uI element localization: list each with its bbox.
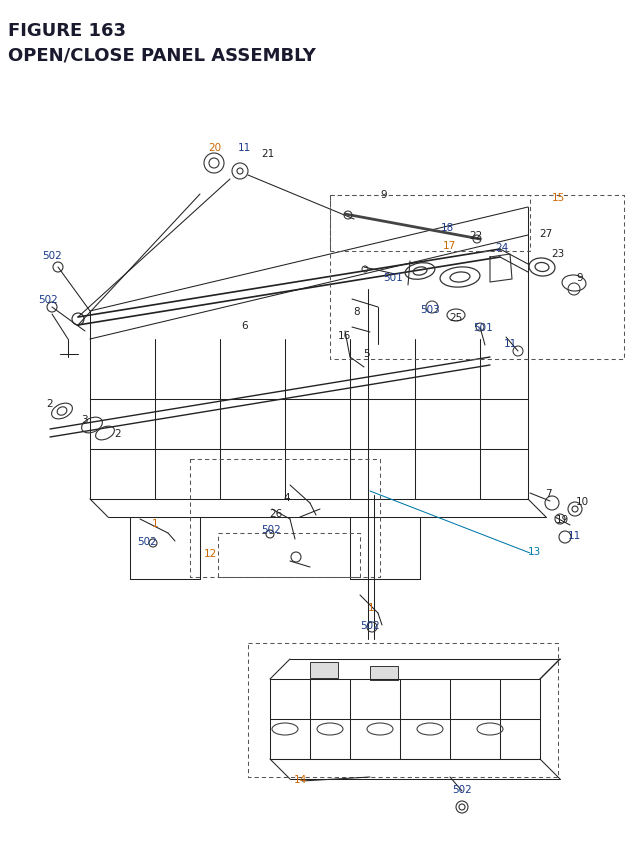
Text: 501: 501: [383, 273, 403, 282]
Text: 5: 5: [363, 349, 369, 358]
Text: 17: 17: [442, 241, 456, 251]
Text: 502: 502: [261, 524, 281, 535]
Text: 20: 20: [209, 143, 221, 152]
Text: 27: 27: [540, 229, 552, 238]
Text: 9: 9: [381, 189, 387, 200]
Text: 26: 26: [269, 508, 283, 518]
Text: FIGURE 163: FIGURE 163: [8, 22, 126, 40]
Text: 3: 3: [81, 414, 87, 424]
Text: 12: 12: [204, 548, 216, 558]
Text: 22: 22: [469, 231, 483, 241]
Text: 11: 11: [237, 143, 251, 152]
FancyBboxPatch shape: [310, 662, 338, 678]
Text: 13: 13: [527, 547, 541, 556]
Text: 15: 15: [552, 193, 564, 202]
Text: 502: 502: [42, 251, 62, 261]
Text: 503: 503: [420, 305, 440, 314]
Text: 24: 24: [495, 243, 509, 253]
Text: 1: 1: [368, 603, 374, 612]
Text: 8: 8: [354, 307, 360, 317]
Text: 10: 10: [575, 497, 589, 506]
Text: 2: 2: [115, 429, 122, 438]
Text: 23: 23: [552, 249, 564, 258]
Text: 502: 502: [38, 294, 58, 305]
Text: 11: 11: [568, 530, 580, 541]
Text: 11: 11: [504, 338, 516, 349]
FancyBboxPatch shape: [370, 666, 398, 680]
Text: 14: 14: [293, 774, 307, 784]
Text: 501: 501: [473, 323, 493, 332]
Text: 502: 502: [452, 784, 472, 794]
Text: 1: 1: [152, 518, 158, 529]
Text: 25: 25: [449, 313, 463, 323]
Text: 4: 4: [284, 492, 291, 503]
Text: 502: 502: [360, 620, 380, 630]
Text: 19: 19: [556, 514, 568, 524]
Text: 16: 16: [337, 331, 351, 341]
Text: 21: 21: [261, 149, 275, 158]
Text: 502: 502: [137, 536, 157, 547]
Text: 6: 6: [242, 320, 248, 331]
Text: 9: 9: [577, 273, 583, 282]
Text: 7: 7: [545, 488, 551, 499]
Text: 18: 18: [440, 223, 454, 232]
Text: OPEN/CLOSE PANEL ASSEMBLY: OPEN/CLOSE PANEL ASSEMBLY: [8, 46, 316, 64]
Text: 2: 2: [47, 399, 53, 408]
